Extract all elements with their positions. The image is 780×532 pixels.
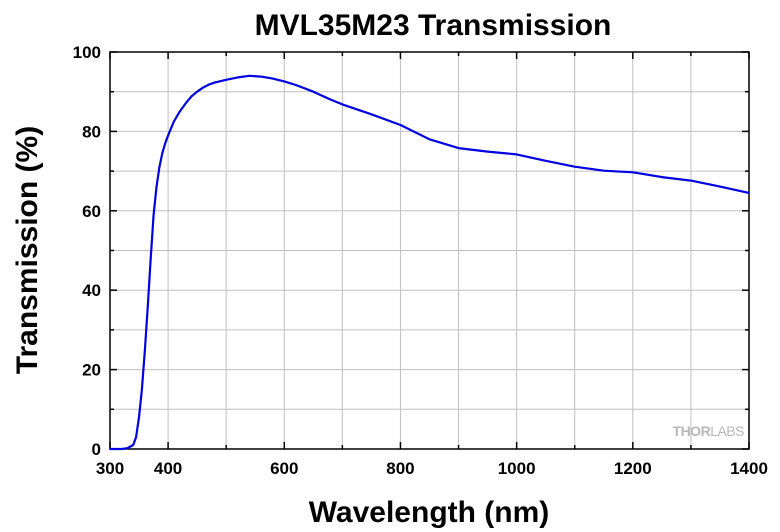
x-tick-label: 600 (270, 459, 298, 478)
x-tick-label: 300 (96, 459, 124, 478)
y-axis-label: Transmission (%) (11, 126, 44, 374)
logo-part1: THOR (673, 423, 711, 439)
x-tick-label: 1400 (730, 459, 768, 478)
transmission-curve (110, 74, 750, 451)
y-tick-label: 100 (73, 43, 101, 62)
y-tick-label: 40 (82, 281, 101, 300)
y-tick-label: 0 (92, 440, 101, 459)
grid (110, 52, 749, 449)
chart-title: MVL35M23 Transmission (255, 9, 612, 42)
y-tick-label: 60 (82, 202, 101, 221)
x-tick-label: 1000 (498, 459, 536, 478)
logo-part2: LABS (710, 423, 744, 439)
y-tick-label: 20 (82, 361, 101, 380)
tick-labels: 300 400 600 800 1000 1200 1400 0 20 40 60 80 100 (73, 43, 768, 478)
x-tick-label: 800 (386, 459, 414, 478)
thorlabs-logo: THORLABS (673, 423, 745, 439)
x-axis-label: Wavelength (nm) (309, 496, 550, 529)
y-tick-label: 80 (82, 122, 101, 141)
x-tick-label: 1200 (614, 459, 652, 478)
x-tick-label: 400 (154, 459, 182, 478)
